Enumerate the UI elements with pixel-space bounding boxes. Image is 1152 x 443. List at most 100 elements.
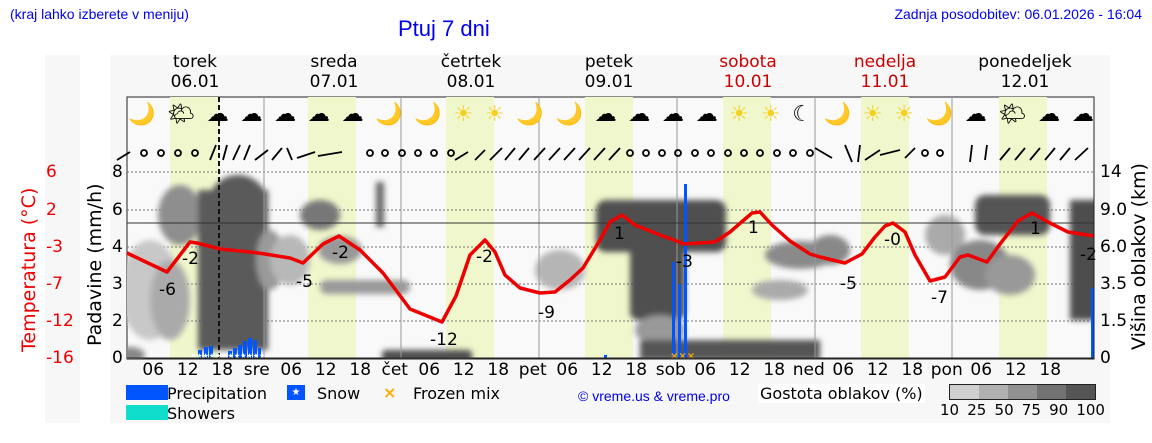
svg-text:-0: -0 <box>884 230 901 250</box>
hour-tick: 18 <box>901 360 924 380</box>
svg-text:-5: -5 <box>840 274 857 294</box>
sun-cloud-snow-icon: 🌤 <box>167 102 196 127</box>
hour-tick: 12 <box>866 360 889 380</box>
density-tick: 10 <box>940 401 960 419</box>
day-grid <box>263 97 953 358</box>
hour-tick: 06 <box>970 360 993 380</box>
cloud-height-tick: 9.0 <box>1100 200 1128 220</box>
hour-tick: 06 <box>142 360 165 380</box>
moon-cloud-icon: 🌙 <box>375 102 403 127</box>
sun-icon: ☀ <box>862 102 883 127</box>
moon-cloud-icon: 🌙 <box>128 102 156 127</box>
svg-text:-2: -2 <box>332 243 349 263</box>
precipitation-bars <box>198 184 1094 358</box>
precip-tick: 4 <box>112 237 123 257</box>
day-label-0: torek 06.01 <box>170 52 220 92</box>
density-tick: 25 <box>967 401 987 419</box>
hour-tick: 18 <box>625 360 648 380</box>
legend-precipitation: Precipitation <box>167 384 268 403</box>
cloud-density-scale <box>949 384 1096 400</box>
sun-fog-icon: ☀ <box>729 102 750 127</box>
location-hint-link[interactable]: (kraj lahko izberete v meniju) <box>10 6 189 22</box>
day-label-4: sobota 10.01 <box>719 52 777 92</box>
hour-tick: 12 <box>452 360 475 380</box>
svg-text:1: 1 <box>1030 219 1041 239</box>
snow-swatch-icon: ★ <box>287 385 305 400</box>
hour-tick: 12 <box>590 360 613 380</box>
precip-tick: 8 <box>112 162 123 182</box>
legend-snow: Snow <box>317 384 361 403</box>
cloud-height-tick: 14 <box>1100 162 1122 182</box>
temp-tick: 6 <box>46 162 57 182</box>
temp-tick: -12 <box>46 311 74 331</box>
day-label-5: nedelja 11.01 <box>853 52 917 92</box>
moon-cloud-icon: 🌙 <box>925 102 954 127</box>
left-axis-panel <box>45 55 80 423</box>
sun-icon: ☀ <box>453 102 474 127</box>
cloud-snow-icon: ☁ <box>695 102 718 127</box>
temp-tick: 2 <box>46 200 57 220</box>
sun-cloud-icon: 🌤 <box>998 102 1027 127</box>
hour-tick: ned <box>792 360 825 380</box>
svg-text:-2: -2 <box>182 249 199 269</box>
cloud-icon: ☁ <box>628 102 651 127</box>
hour-tick: pet <box>518 360 547 380</box>
cloud-snow-icon: ☁ <box>594 102 617 127</box>
svg-text:★★★★★★★★★★★★: ★★★★★★★★★★★★ <box>190 352 265 360</box>
density-tick: 100 <box>1076 401 1105 419</box>
frozen-mix-icon: × <box>383 383 397 402</box>
temperature-line <box>126 210 1095 324</box>
hour-tick: 18 <box>211 360 234 380</box>
temperature-labels: -6 -2 -5 -2 -12 -2 -9 1 -3 1 -5 -0 -7 1 … <box>159 218 1097 350</box>
hour-tick: 18 <box>1039 360 1062 380</box>
precip-tick: 6 <box>112 200 123 220</box>
cloud-height-tick: 1.5 <box>1100 311 1128 331</box>
svg-text:-7: -7 <box>931 288 948 308</box>
legend-frozen-mix: Frozen mix <box>413 384 501 403</box>
svg-text:-6: -6 <box>159 280 176 300</box>
svg-text:1: 1 <box>614 224 625 244</box>
cloud-icon: ☁ <box>307 102 330 127</box>
svg-text:-3: -3 <box>676 252 693 272</box>
cloud-height-tick: 0 <box>1100 348 1111 368</box>
cloud-height-axis-title: Višina oblakov (km) <box>1128 163 1150 350</box>
hour-tick: 06 <box>418 360 441 380</box>
cloud-icon: ☁ <box>1038 102 1061 127</box>
cloud-icon: ☁ <box>341 102 364 127</box>
hour-tick: 18 <box>349 360 372 380</box>
svg-text:-5: -5 <box>296 272 313 292</box>
svg-text:-9: -9 <box>538 303 555 323</box>
copyright-link[interactable]: © vreme.us & vreme.pro <box>578 388 730 404</box>
showers-swatch <box>126 405 168 420</box>
day-label-2: četrtek 08.01 <box>440 52 502 92</box>
snow-markers: ★★★★★★★★★★★★ <box>190 352 265 360</box>
hour-axis: 06 12 18 sre 06 12 18 čet 06 12 18 pet 0… <box>136 360 1096 380</box>
sun-fog-icon: ☀ <box>760 102 781 127</box>
moon-cloud-icon: 🌙 <box>555 102 583 127</box>
precipitation-swatch <box>126 385 168 400</box>
hour-tick: 06 <box>694 360 717 380</box>
cloud-density-title: Gostota oblakov (%) <box>758 384 925 403</box>
moon-fog-icon: ☾ <box>792 102 812 127</box>
svg-text:×××: ××× <box>670 351 695 362</box>
weather-icon-row: 🌙 🌤 ☁ ☁ ☁ ☁ ☁ 🌙 🌙 ☀ ☀ 🌙 🌙 ☁ ☁ ☁ ☁ ☀ ☀ ☾ … <box>128 100 1094 136</box>
legend-showers: Showers <box>167 404 235 423</box>
hour-tick: 18 <box>487 360 510 380</box>
last-update-label: Zadnja posodobitev: 06.01.2026 - 16:04 <box>894 6 1142 22</box>
cloud-snow-icon: ☁ <box>206 102 229 127</box>
hour-tick: 12 <box>176 360 199 380</box>
svg-text:-2: -2 <box>1080 245 1097 265</box>
hour-tick: 12 <box>728 360 751 380</box>
cloud-density-layer <box>127 175 1094 359</box>
cloud-snow-icon: ☁ <box>240 102 263 127</box>
moon-cloud-icon: 🌙 <box>823 102 852 127</box>
hour-tick: 06 <box>832 360 855 380</box>
hour-tick: 18 <box>763 360 786 380</box>
sun-icon: ☀ <box>484 102 505 127</box>
page-title: Ptuj 7 dni <box>398 16 490 41</box>
svg-text:-12: -12 <box>430 330 458 350</box>
temp-tick: -3 <box>46 237 63 257</box>
hour-tick: 12 <box>1004 360 1027 380</box>
cloud-icon: ☁ <box>274 102 297 127</box>
